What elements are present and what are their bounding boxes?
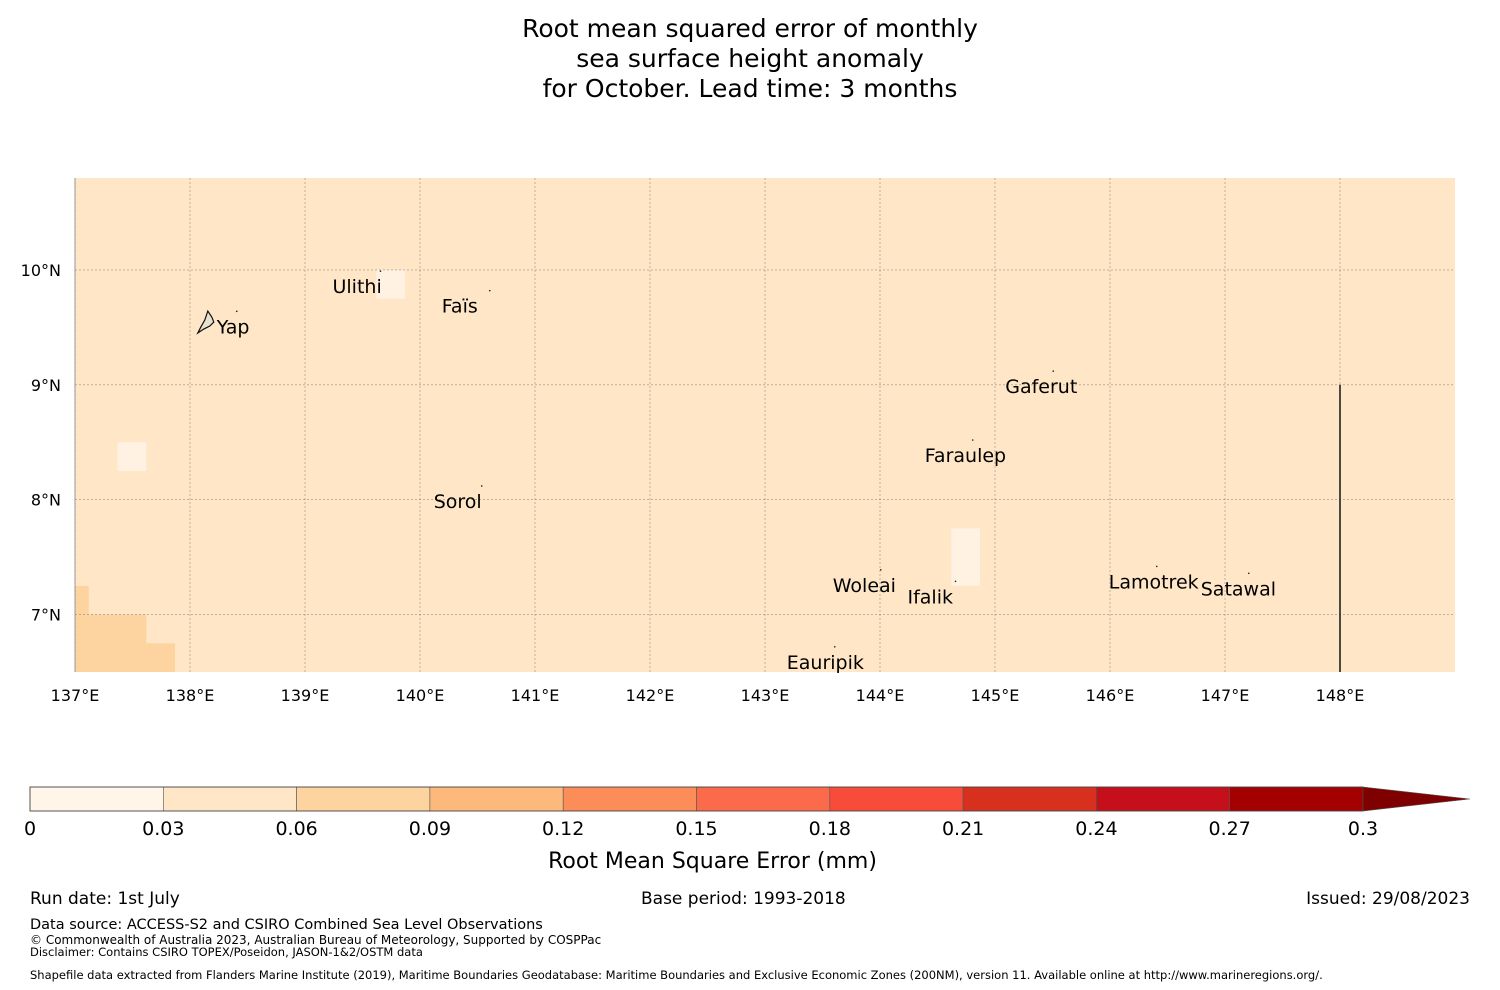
lon-tick-label: 147°E <box>1201 686 1250 705</box>
island-label: Woleai <box>833 575 896 597</box>
title-line-2: sea surface height anomaly <box>576 44 924 73</box>
lat-tick-label: 8°N <box>31 491 61 510</box>
colorbar-segment <box>29 786 164 812</box>
title-line-1: Root mean squared error of monthly <box>522 14 978 43</box>
island-marker <box>480 485 483 487</box>
colorbar-segment <box>829 786 964 812</box>
run-date: Run date: 1st July <box>30 889 180 909</box>
disclaimer: Disclaimer: Contains CSIRO TOPEX/Poseido… <box>30 945 423 959</box>
colorbar-segment <box>163 786 297 812</box>
island-label: Lamotrek <box>1109 571 1199 593</box>
lon-tick-label: 142°E <box>626 686 675 705</box>
island-marker <box>488 289 491 292</box>
island-label: Eauripik <box>787 652 864 674</box>
map-background <box>75 178 1455 672</box>
colorbar-frame <box>29 786 1364 812</box>
data-cell <box>75 585 89 615</box>
colorbar-tick-label: 0.18 <box>809 818 851 840</box>
island-marker <box>833 646 836 648</box>
lat-tick-label: 9°N <box>31 376 61 395</box>
colorbar-tick-label: 0.27 <box>1209 818 1251 840</box>
island-label: Ifalik <box>908 586 954 608</box>
lon-tick-label: 143°E <box>741 686 790 705</box>
colorbar-segment <box>562 786 697 812</box>
island-label: Faraulep <box>925 445 1006 467</box>
colorbar: 0 0.03 0.06 0.09 0.12 0.15 0.18 0.21 0.24 0.27 0.3… <box>24 786 1471 874</box>
lon-tick-label: 148°E <box>1316 686 1365 705</box>
colorbar-segment <box>429 786 564 812</box>
colorbar-extend-arrow <box>1362 786 1471 812</box>
island-label: Sorol <box>434 491 482 513</box>
lon-tick-label: 146°E <box>1086 686 1135 705</box>
lon-tick-label: 140°E <box>396 686 445 705</box>
island-label: Faïs <box>442 296 478 318</box>
island-marker <box>235 310 238 313</box>
data-cell <box>75 614 147 644</box>
island-marker <box>879 569 882 571</box>
island-label: Ulithi <box>333 276 382 298</box>
map-panel: 137°E 138°E 139°E 140°E 141°E 142°E 143°E 144°E… <box>21 178 1455 705</box>
lon-tick-label: 138°E <box>166 686 215 705</box>
colorbar-segment <box>1229 786 1364 812</box>
colorbar-tick-label: 0.21 <box>942 818 984 840</box>
island-marker <box>954 580 957 583</box>
colorbar-tick-label: 0.15 <box>675 818 717 840</box>
title-line-3: for October. Lead time: 3 months <box>542 74 958 103</box>
colorbar-tick-label: 0.03 <box>142 818 184 840</box>
lon-tick-label: 141°E <box>511 686 560 705</box>
colorbar-tick-label: 0.3 <box>1348 818 1378 840</box>
island-marker <box>1052 370 1055 372</box>
colorbar-segment <box>296 786 431 812</box>
lon-tick-label: 144°E <box>856 686 905 705</box>
island-marker <box>379 270 382 272</box>
colorbar-tick-label: 0.12 <box>542 818 584 840</box>
chart-title: Root mean squared error of monthly sea s… <box>0 14 1500 104</box>
copyright: © Commonwealth of Australia 2023, Austra… <box>30 933 602 947</box>
island-marker <box>1247 572 1250 575</box>
data-cell <box>75 643 176 672</box>
yap-island-shape <box>196 309 215 335</box>
data-cell <box>376 269 406 299</box>
base-period: Base period: 1993-2018 <box>641 889 846 909</box>
island-label: Yap <box>216 316 250 338</box>
lon-tick-label: 145°E <box>971 686 1020 705</box>
lon-tick-label: 137°E <box>51 686 100 705</box>
colorbar-segment <box>696 786 831 812</box>
lat-tick-label: 7°N <box>31 606 61 625</box>
island-marker <box>971 439 974 441</box>
data-cell <box>951 528 981 586</box>
colorbar-tick-label: 0 <box>24 818 36 840</box>
island-label: Gaferut <box>1005 376 1077 398</box>
data-cell <box>117 442 147 471</box>
shapefile-credit: Shapefile data extracted from Flanders M… <box>30 968 1323 982</box>
lat-tick-label: 10°N <box>21 261 61 280</box>
colorbar-segment <box>962 786 1097 812</box>
issued-date: Issued: 29/08/2023 <box>1306 889 1470 909</box>
island-marker <box>1155 565 1158 568</box>
data-source: Data source: ACCESS-S2 and CSIRO Combine… <box>30 917 543 933</box>
colorbar-tick-label: 0.06 <box>275 818 317 840</box>
island-label: Satawal <box>1201 578 1276 600</box>
colorbar-label: Root Mean Square Error (mm) <box>548 849 877 874</box>
colorbar-segment <box>1096 786 1231 812</box>
colorbar-tick-label: 0.24 <box>1075 818 1117 840</box>
colorbar-tick-label: 0.09 <box>409 818 451 840</box>
lon-tick-label: 139°E <box>281 686 330 705</box>
